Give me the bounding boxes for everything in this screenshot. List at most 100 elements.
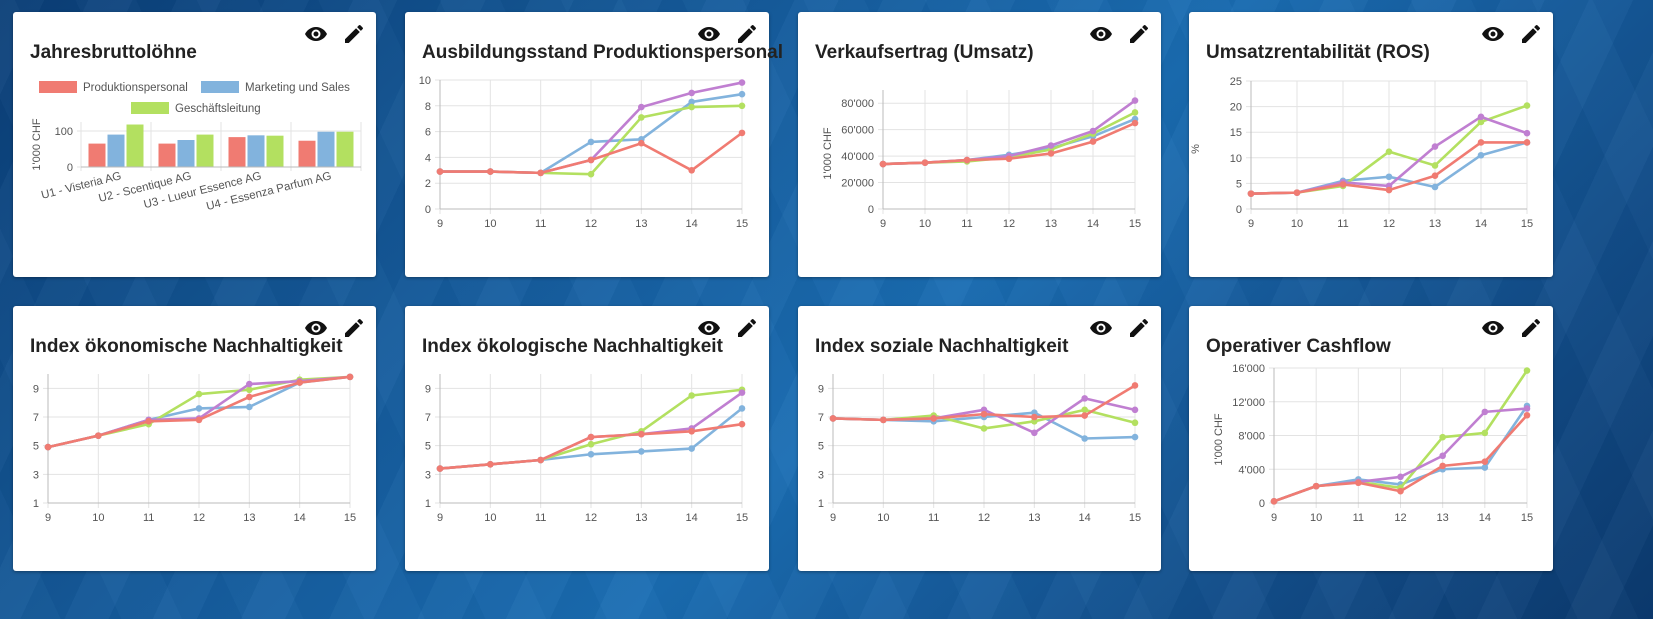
- eye-icon[interactable]: [304, 22, 328, 46]
- bar: [247, 135, 265, 167]
- data-point: [688, 98, 695, 106]
- y-tick-label: 0: [1236, 204, 1242, 216]
- data-point: [738, 405, 746, 412]
- data-point: [1089, 138, 1097, 145]
- eye-icon[interactable]: [697, 316, 721, 340]
- data-point: [1385, 186, 1393, 194]
- data-point: [296, 379, 303, 386]
- data-point: [1131, 406, 1139, 414]
- legend-label: Marketing und Sales: [245, 82, 350, 94]
- y-tick-label: 5: [818, 441, 824, 453]
- pencil-icon[interactable]: [1519, 316, 1543, 340]
- data-point: [738, 420, 746, 428]
- eye-icon[interactable]: [1089, 22, 1113, 46]
- line-chart: 0 20'000 40'000 60'000 80'000 9 10 11 12 13 14 15 1'…: [822, 90, 1141, 230]
- legend-label: Geschäftsleitung: [175, 103, 261, 115]
- x-tick-label: 11: [961, 218, 972, 230]
- data-point: [195, 405, 203, 412]
- card-title: Index ökologische Nachhaltigkeit: [422, 336, 723, 357]
- data-point: [1439, 462, 1446, 470]
- data-point: [738, 79, 746, 86]
- data-point: [1081, 412, 1088, 419]
- bar: [298, 140, 316, 167]
- data-point: [246, 393, 253, 401]
- card-ausbildungsstand: Ausbildungsstand Produktionspersonal 0 2 4…: [405, 12, 783, 277]
- y-tick-label: 5: [33, 441, 39, 453]
- x-tick-label: 10: [92, 512, 104, 524]
- data-point: [688, 89, 695, 97]
- data-point: [688, 392, 695, 399]
- pencil-icon[interactable]: [1127, 316, 1151, 340]
- y-axis-label: 1'000 CHF: [1213, 413, 1225, 466]
- data-point: [638, 448, 645, 455]
- x-tick-label: 14: [1079, 512, 1091, 524]
- pencil-icon[interactable]: [1127, 22, 1151, 46]
- pencil-icon[interactable]: [1519, 22, 1543, 46]
- x-tick-label: 12: [978, 512, 990, 524]
- data-point: [1047, 150, 1055, 157]
- eye-icon[interactable]: [1481, 22, 1505, 46]
- data-point: [1523, 139, 1531, 146]
- data-point: [829, 415, 837, 422]
- bar: [107, 134, 125, 167]
- data-point: [487, 461, 494, 468]
- pencil-icon[interactable]: [342, 22, 366, 46]
- x-tick-label: 9: [880, 218, 886, 230]
- data-point: [1385, 173, 1393, 181]
- data-point: [1431, 183, 1439, 191]
- y-tick-label: 9: [818, 383, 824, 395]
- data-point: [436, 465, 444, 472]
- x-tick-label: 15: [1521, 512, 1533, 524]
- data-point: [1131, 419, 1139, 427]
- card-umsatzrentabilitaet: Umsatzrentabilität (ROS) 0 5 10 15 20 25 9 10 11…: [1189, 12, 1553, 277]
- data-point: [1355, 479, 1362, 487]
- eye-icon[interactable]: [1481, 316, 1505, 340]
- data-point: [537, 169, 544, 177]
- data-point: [638, 103, 645, 111]
- y-tick-label: 12'000: [1232, 397, 1265, 409]
- pencil-icon[interactable]: [735, 22, 759, 46]
- x-tick-label: 10: [919, 218, 931, 230]
- bar: [196, 134, 214, 167]
- x-tick-label: 9: [45, 512, 51, 524]
- data-point: [145, 418, 152, 425]
- data-point: [195, 390, 203, 398]
- data-point: [1523, 405, 1531, 412]
- eye-icon[interactable]: [1089, 316, 1113, 340]
- y-tick-label: 8'000: [1238, 431, 1265, 443]
- data-point: [1481, 408, 1489, 416]
- y-tick-label: 0: [868, 204, 874, 216]
- y-tick-label: 9: [33, 383, 39, 395]
- data-point: [738, 102, 746, 110]
- data-point: [1270, 498, 1278, 505]
- y-tick-label: 4'000: [1238, 464, 1265, 476]
- y-tick-label: 10: [1230, 153, 1242, 165]
- eye-icon[interactable]: [304, 316, 328, 340]
- data-point: [487, 168, 494, 175]
- card-verkaufsertrag: Verkaufsertrag (Umsatz) 0 20'000 40'000 60'…: [798, 12, 1161, 277]
- data-point: [587, 440, 595, 448]
- card-title: Jahresbruttolöhne: [30, 42, 197, 63]
- card-title: Verkaufsertrag (Umsatz): [815, 42, 1034, 63]
- data-point: [587, 138, 595, 146]
- y-tick-label: 60'000: [841, 125, 874, 137]
- y-tick-label: 8: [425, 101, 431, 113]
- x-tick-label: 12: [585, 512, 597, 524]
- y-tick-label: 0: [67, 162, 73, 174]
- x-tick-label: 15: [1129, 218, 1141, 230]
- y-tick-label: 0: [425, 204, 431, 216]
- y-tick-label: 10: [419, 75, 431, 87]
- eye-icon[interactable]: [697, 22, 721, 46]
- data-point: [1397, 473, 1404, 481]
- x-tick-label: 11: [143, 512, 154, 524]
- data-point: [1247, 190, 1255, 197]
- legend-swatch: [201, 81, 239, 93]
- y-tick-label: 25: [1230, 76, 1242, 88]
- pencil-icon[interactable]: [342, 316, 366, 340]
- x-tick-label: 9: [437, 512, 443, 524]
- data-point: [1431, 172, 1439, 180]
- pencil-icon[interactable]: [735, 316, 759, 340]
- x-tick-label: U4 - Essenza Parfum AG: [205, 170, 333, 213]
- y-tick-label: 7: [33, 412, 39, 424]
